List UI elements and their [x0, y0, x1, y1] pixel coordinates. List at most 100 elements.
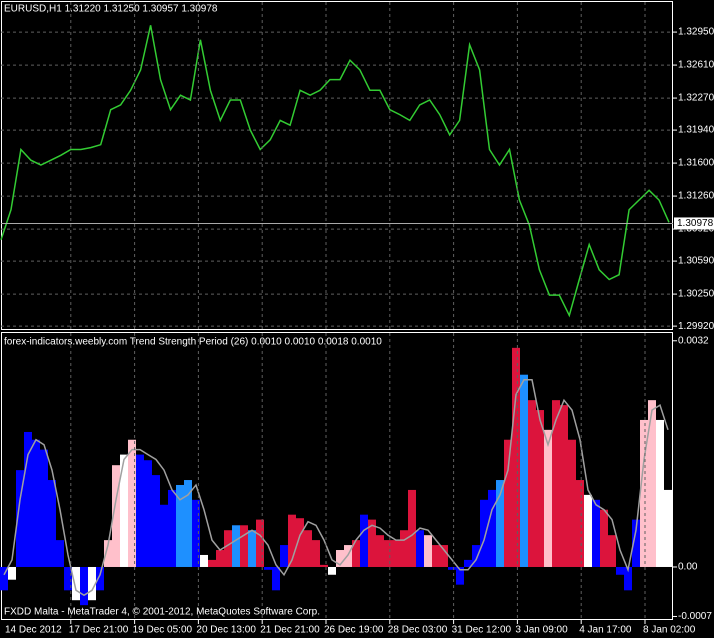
- histogram-bar: [240, 525, 248, 567]
- x-tick-label: 26 Dec 19:00: [324, 625, 384, 636]
- price-line: [0, 25, 670, 318]
- histogram-bar: [616, 566, 624, 575]
- histogram-bar: [160, 504, 168, 567]
- y-tick-label: 0.00: [678, 562, 698, 573]
- histogram-bar: [440, 545, 448, 567]
- histogram-bar: [488, 489, 496, 567]
- histogram-bar: [80, 566, 88, 606]
- histogram-bar: [528, 400, 536, 567]
- current-price-label: 1.30978: [677, 218, 714, 229]
- histogram-bar: [32, 439, 40, 567]
- histogram-bar: [296, 518, 304, 567]
- histogram-bar: [248, 530, 256, 567]
- histogram-bar: [512, 347, 520, 567]
- histogram-bar: [504, 439, 512, 567]
- price-pane: [1, 1, 673, 330]
- x-tick-label: 3 Jan 09:00: [515, 625, 568, 636]
- histogram-bar: [408, 489, 416, 567]
- histogram-bar: [624, 566, 632, 591]
- x-tick-label: 28 Dec 03:00: [388, 625, 448, 636]
- histogram-bar: [56, 540, 64, 567]
- histogram-bar: [232, 525, 240, 567]
- x-tick-label: 4 Jan 17:00: [579, 625, 632, 636]
- histogram-bar: [136, 454, 144, 567]
- histogram-bar: [104, 540, 112, 567]
- histogram-bar: [336, 550, 344, 567]
- histogram-bar: [376, 535, 384, 567]
- y-tick-label: 1.32270: [678, 93, 714, 104]
- histogram-bar: [608, 535, 616, 567]
- histogram-bar: [480, 499, 488, 567]
- histogram-bar: [664, 489, 672, 567]
- histogram-bar: [472, 545, 480, 567]
- histogram-bar: [192, 499, 200, 567]
- histogram-bar: [640, 419, 648, 567]
- x-tick-label: 21 Dec 21:00: [260, 625, 320, 636]
- current-price-box: [674, 217, 714, 230]
- histogram-bar: [600, 509, 608, 567]
- y-tick-label: 0.0032: [678, 335, 709, 346]
- histogram-bar: [552, 400, 560, 567]
- histogram-bar: [224, 530, 232, 567]
- histogram-bar: [8, 566, 16, 580]
- footer: FXDD Malta - MetaTrader 4, © 2001-2012, …: [4, 607, 320, 618]
- histogram-bar: [48, 480, 56, 567]
- histogram-bar: [584, 494, 592, 567]
- histogram-bar: [320, 564, 328, 567]
- histogram-bar: [96, 566, 104, 591]
- histogram-bar: [360, 514, 368, 567]
- histogram-bar: [560, 405, 568, 567]
- histogram-bar: [568, 439, 576, 567]
- x-tick-label: 14 Dec 2012: [5, 625, 62, 636]
- histogram-bar: [216, 550, 224, 567]
- symbol-header: EURUSD,H1 1.31220 1.31250 1.30957 1.3097…: [4, 4, 218, 15]
- histogram-bar: [520, 374, 528, 567]
- histogram-bar: [16, 470, 24, 567]
- histogram-bar: [464, 559, 472, 567]
- y-tick-label: 1.30590: [678, 256, 714, 267]
- histogram-bar: [288, 514, 296, 567]
- histogram-bar: [384, 540, 392, 567]
- y-tick-label: 1.32610: [678, 60, 714, 71]
- histogram-bar: [312, 540, 320, 567]
- histogram-bar: [0, 566, 8, 591]
- y-tick-label: 1.30250: [678, 289, 714, 300]
- histogram-bar: [592, 499, 600, 567]
- histogram-bar: [88, 566, 96, 601]
- histogram-bar: [128, 439, 136, 567]
- histogram-bar: [256, 519, 264, 567]
- histogram-bar: [112, 465, 120, 567]
- x-tick-label: 17 Dec 21:00: [69, 625, 129, 636]
- x-tick-label: 19 Dec 05:00: [133, 625, 193, 636]
- histogram-bar: [432, 545, 440, 567]
- histogram-bar: [280, 545, 288, 567]
- indicator-title: forex-indicators.weebly.com Trend Streng…: [4, 337, 382, 348]
- y-tick-label: 1.29920: [678, 321, 714, 332]
- histogram-bar: [64, 566, 72, 591]
- y-tick-label: 1.31260: [678, 191, 714, 202]
- histogram-bar: [72, 566, 80, 601]
- histogram-bar: [304, 530, 312, 567]
- histogram-bar: [40, 449, 48, 567]
- histogram-bar: [208, 559, 216, 567]
- histogram-bar: [424, 535, 432, 567]
- histogram-bar: [400, 530, 408, 567]
- histogram-bar: [392, 540, 400, 567]
- histogram-bar: [120, 454, 128, 567]
- histogram-bar: [200, 554, 208, 567]
- histogram-bar: [576, 480, 584, 567]
- histogram-bar: [656, 419, 664, 567]
- histogram-bar: [328, 566, 336, 575]
- histogram-bar: [448, 566, 456, 570]
- histogram-bar: [416, 530, 424, 567]
- x-tick-label: 20 Dec 13:00: [196, 625, 256, 636]
- histogram-bar: [24, 431, 32, 567]
- histogram-bar: [264, 566, 272, 570]
- histogram-bar: [152, 475, 160, 567]
- histogram-bar: [648, 400, 656, 567]
- histogram-bar: [536, 410, 544, 567]
- histogram-bar: [144, 460, 152, 567]
